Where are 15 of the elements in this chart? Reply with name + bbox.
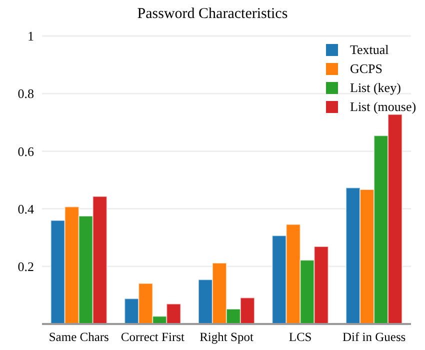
legend-label: GCPS <box>350 60 383 78</box>
x-tick-label: LCS <box>288 330 312 344</box>
y-tick-label: 0.2 <box>18 259 34 274</box>
y-tick-label: 0.4 <box>18 201 34 216</box>
x-tick-label: Same Chars <box>48 330 110 344</box>
x-tick-label: Correct First <box>120 330 185 344</box>
y-tick-label: 0.6 <box>18 144 34 159</box>
chart-title: Password Characteristics <box>136 6 289 24</box>
legend-label: List (key) <box>350 79 401 97</box>
legend-label: Textual <box>350 41 389 59</box>
x-tick-label: Right Spot <box>200 330 254 344</box>
legend-label: List (mouse) <box>350 98 416 116</box>
y-tick-label: 1 <box>28 28 34 44</box>
y-tick-label: 0.8 <box>18 86 34 102</box>
x-tick-label: Dif in Guess <box>342 330 406 344</box>
